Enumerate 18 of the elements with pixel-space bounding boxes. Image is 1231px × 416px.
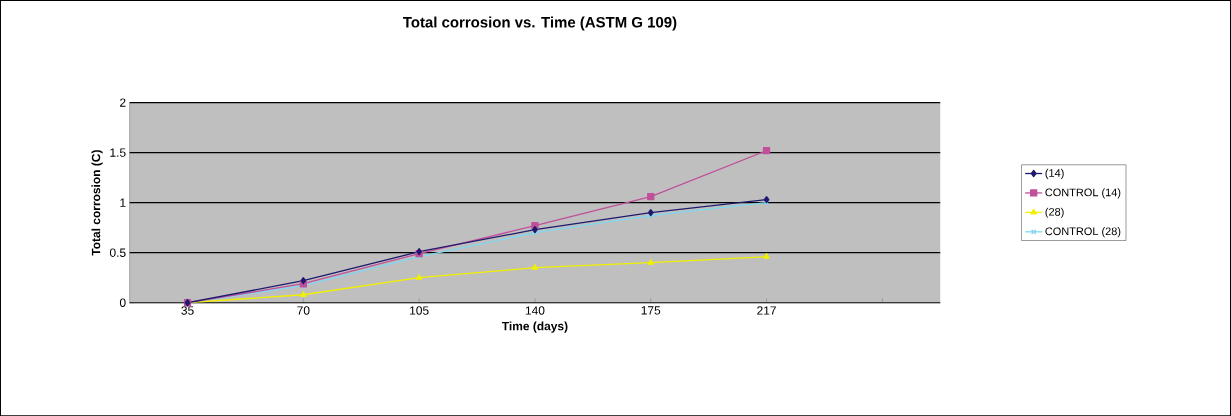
x-tick-label: 70	[297, 306, 310, 315]
x-tick-label: 105	[410, 306, 429, 315]
y-tick-label: 0	[119, 298, 126, 307]
x-tick-label: 35	[181, 306, 194, 315]
x-tick-label: 140	[525, 306, 545, 315]
y-axis-title: Total corrosion (C)	[91, 150, 103, 256]
y-tick-label: 0.5	[109, 248, 126, 257]
y-tick-label: 1.5	[110, 148, 126, 157]
y-tick-label: 1	[120, 198, 126, 207]
y-tick-label: 2	[120, 98, 126, 107]
legend-label: (14)	[1045, 168, 1064, 179]
x-tick-label: 175	[641, 306, 661, 315]
x-axis-title: Time (days)	[501, 321, 568, 333]
legend-label: CONTROL (28)	[1045, 226, 1121, 238]
legend-label: CONTROL (14)	[1045, 188, 1121, 199]
chart-title: Total corrosion vs. Time (ASTM G 109)	[402, 16, 677, 31]
x-tick-label: 217	[757, 306, 776, 315]
legend-label: (28)	[1045, 207, 1064, 218]
